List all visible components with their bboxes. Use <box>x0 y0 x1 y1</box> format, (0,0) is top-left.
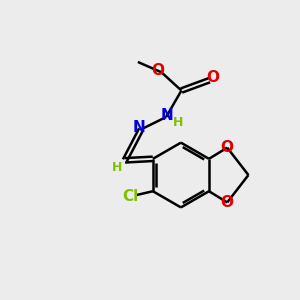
Text: H: H <box>173 116 184 129</box>
Text: N: N <box>132 119 145 134</box>
Text: O: O <box>221 195 234 210</box>
Text: N: N <box>160 108 173 123</box>
Text: Cl: Cl <box>122 189 138 204</box>
Text: H: H <box>112 161 122 174</box>
Text: O: O <box>152 63 164 78</box>
Text: O: O <box>206 70 219 86</box>
Text: O: O <box>221 140 234 155</box>
